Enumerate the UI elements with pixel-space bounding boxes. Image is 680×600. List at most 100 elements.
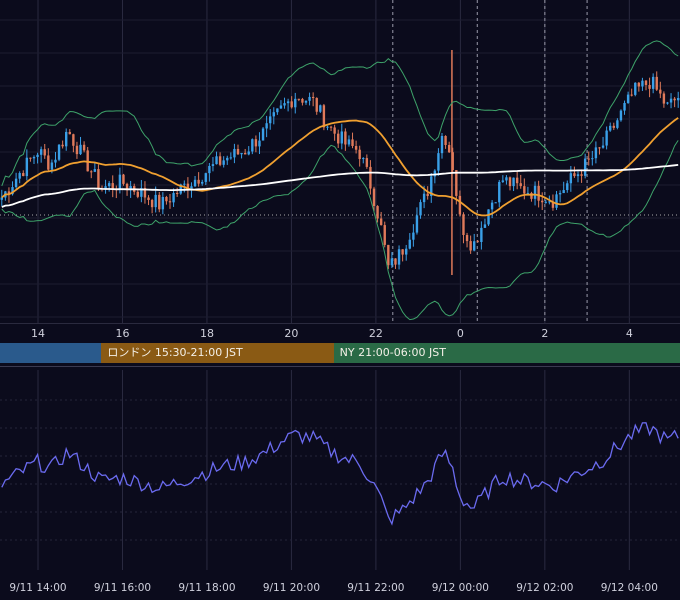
candle-body [487, 209, 490, 225]
candle-body [544, 201, 547, 203]
candle [612, 122, 615, 131]
candle-body [365, 158, 369, 167]
candle-body [265, 123, 268, 129]
candle-body [311, 96, 315, 99]
orange-ma-line [1, 117, 679, 217]
candle [537, 180, 540, 208]
candle-body [408, 239, 411, 249]
candle-body [498, 181, 501, 203]
candle [591, 150, 594, 166]
candle-body [175, 193, 179, 195]
candle-body [122, 174, 125, 184]
candle [269, 109, 272, 130]
candle [555, 190, 558, 211]
candle-body [447, 144, 451, 153]
candle [201, 179, 204, 186]
candle [25, 149, 29, 181]
date-tick-label: 9/12 00:00 [431, 582, 489, 594]
candle-body [150, 199, 154, 208]
candle-body [183, 183, 186, 185]
candle [412, 224, 415, 247]
candle [193, 175, 197, 187]
candle-body [301, 98, 304, 103]
candle-body [243, 152, 247, 155]
oscillator-chart[interactable] [0, 370, 680, 570]
candle [211, 157, 215, 172]
candle [430, 173, 433, 203]
candle [61, 140, 64, 149]
candle-body [261, 128, 265, 141]
candle-body [347, 139, 351, 145]
candle-body [104, 186, 107, 190]
candle [351, 132, 354, 149]
candle [229, 152, 233, 160]
candle-body [136, 191, 139, 197]
candle [294, 92, 297, 114]
candle-body [390, 258, 394, 266]
candle [530, 191, 533, 202]
candle-body [601, 145, 605, 148]
candle [648, 77, 651, 98]
candle [669, 93, 673, 109]
upper-band-line [1, 40, 679, 187]
candle-body [283, 103, 286, 106]
candle-body [251, 139, 254, 152]
candle [501, 175, 505, 183]
candle [340, 123, 343, 150]
candle-body [637, 82, 641, 87]
candle-body [669, 98, 673, 103]
candle [243, 148, 247, 155]
candle [115, 185, 118, 199]
candle [480, 221, 483, 250]
candle-body [129, 186, 132, 190]
candle [22, 170, 25, 177]
candle [494, 202, 497, 204]
candle-body [57, 144, 61, 160]
candle-body [140, 188, 143, 197]
candle-body [397, 249, 401, 265]
candle [383, 221, 386, 248]
candle-body [211, 164, 215, 166]
candle-body [79, 144, 82, 155]
candle-body [215, 156, 218, 165]
candle-body [526, 192, 530, 194]
candle-body [523, 186, 526, 194]
candle [140, 180, 143, 203]
candle [168, 194, 172, 209]
oscillator-line [1, 422, 679, 526]
price-chart[interactable] [0, 0, 680, 323]
candle [18, 171, 21, 184]
candle-body [190, 186, 193, 191]
candle-body [451, 152, 454, 171]
date-tick-label: 9/11 20:00 [262, 582, 321, 594]
candle [39, 146, 43, 163]
candle [329, 125, 333, 132]
candle-body [605, 130, 608, 146]
candle-body [22, 173, 25, 177]
candle [68, 129, 71, 135]
candle-body [229, 157, 233, 159]
candle [54, 151, 57, 168]
candle-body [677, 98, 680, 101]
candle-body [566, 183, 569, 191]
candle-body [197, 179, 200, 184]
candle [526, 186, 530, 194]
candle [218, 152, 222, 167]
candle-body [93, 169, 97, 172]
candle [204, 172, 207, 185]
white-ma-line [1, 164, 679, 208]
candle [72, 133, 75, 153]
candle-body [362, 158, 365, 160]
candle [272, 107, 275, 125]
candle-body [458, 195, 462, 215]
candle-body [158, 194, 161, 210]
candle [655, 71, 658, 91]
hour-tick-label: 4 [625, 327, 633, 340]
candle-body [576, 174, 580, 177]
candle-body [573, 173, 576, 177]
candle [251, 138, 254, 155]
candle [677, 91, 680, 108]
candle-body [276, 108, 279, 113]
session-segment: NY 21:00-06:00 JST [333, 343, 680, 363]
candle-body [329, 126, 333, 128]
